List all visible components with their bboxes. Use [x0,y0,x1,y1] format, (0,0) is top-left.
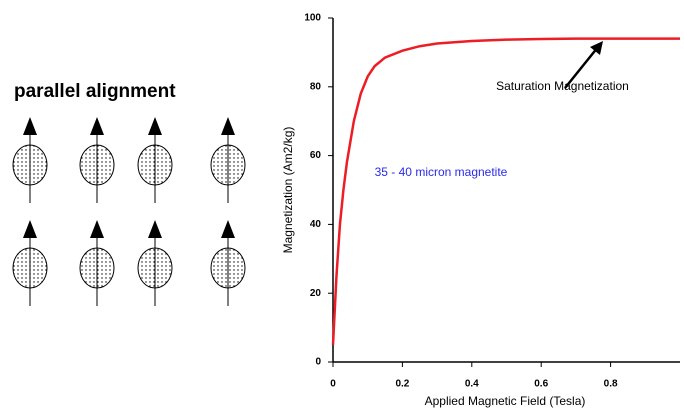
x-tick-label: 0.6 [534,379,548,390]
particle [79,144,115,186]
arrow-head [148,117,162,135]
arrow-head [221,220,235,238]
y-axis-title: Magnetization (Am2/kg) [281,127,295,254]
arrow-head [221,117,235,135]
arrow-head [23,220,37,238]
y-tick-label: 60 [310,150,322,161]
y-tick-label: 100 [304,13,321,24]
arrow-head [90,117,104,135]
y-tick-label: 20 [310,288,322,299]
x-axis-title: Applied Magnetic Field (Tesla) [425,394,586,408]
particle [210,144,246,186]
x-tick-label: 0 [330,379,336,390]
particle [79,247,115,289]
annotation: Saturation Magnetization [496,79,629,93]
annotation: 35 - 40 micron magnetite [375,165,508,179]
particle [12,144,48,186]
x-tick-label: 0.2 [395,379,409,390]
particle [210,247,246,289]
x-tick-label: 0.4 [465,379,479,390]
dipole-diagram [12,117,246,306]
arrow-head [23,117,37,135]
annotation-arrow [564,46,599,89]
arrow-head [148,220,162,238]
x-tick-label: 0.8 [604,379,618,390]
particle [137,247,173,289]
diagram-title: parallel alignment [14,81,176,102]
particle [137,144,173,186]
annotation-arrow-head [590,41,603,55]
arrow-head [90,220,104,238]
particle [12,247,48,289]
y-tick-label: 0 [315,357,321,368]
magnetization-curve [331,37,680,345]
y-tick-label: 40 [310,219,322,230]
y-tick-label: 80 [310,81,322,92]
